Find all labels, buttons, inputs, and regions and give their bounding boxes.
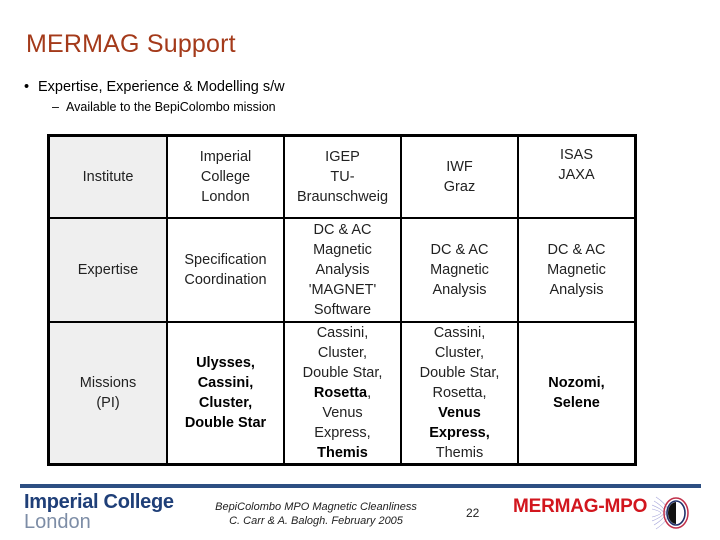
mission-line: Themis — [435, 445, 484, 461]
row-header-institute: Institute — [47, 134, 168, 219]
footer-note: BepiColombo MPO Magnetic Cleanliness C. … — [196, 500, 436, 528]
cell-text: DC & AC Magnetic Analysis — [519, 240, 634, 300]
bullet-level1: • Expertise, Experience & Modelling s/w — [24, 79, 285, 95]
cell-line: Magnetic — [547, 262, 606, 278]
page-number: 22 — [466, 506, 480, 520]
row-header-missions: Missions (PI) — [47, 321, 168, 466]
mission-line: Themis — [317, 445, 368, 461]
mission-line: Rosetta, — [313, 385, 372, 401]
cell-line: ISAS — [559, 147, 594, 163]
cell-text: Imperial College London — [168, 147, 283, 207]
cell-missions: Nozomi, Selene — [517, 321, 637, 466]
cell-missions: Cassini, Cluster, Double Star, Rosetta, Venu… — [283, 321, 402, 466]
mission-line: Cluster, — [198, 395, 253, 411]
cell-expertise: Specification Coordination — [166, 217, 285, 323]
mission-line: Double Star — [184, 415, 267, 431]
cell-line: College — [200, 169, 251, 185]
bullet-marker: • — [24, 79, 30, 95]
cell-line: Analysis — [432, 282, 487, 298]
footer-note-line2: C. Carr & A. Balogh. February 2005 — [229, 515, 403, 527]
cell-line: Specification — [184, 252, 267, 268]
cell-line: IGEP — [325, 149, 360, 165]
cell-institute: IGEP TU- Braunschweig — [283, 134, 402, 219]
mission-line: Cluster, — [317, 345, 368, 361]
table-row-institute: Institute Imperial College London IGEP TU- B… — [47, 134, 637, 219]
cell-text: DC & AC Magnetic Analysis 'MAGNET' Software — [285, 220, 400, 320]
cell-institute: ISAS JAXA — [517, 134, 637, 219]
imperial-college-logo: Imperial College London — [24, 492, 174, 532]
cell-line: IWF — [446, 159, 473, 175]
cell-line: Coordination — [184, 272, 267, 288]
mission-line: Selene — [553, 395, 600, 411]
institutes-table: Institute Imperial College London IGEP TU- B… — [47, 134, 637, 466]
mission-line: Cassini, — [316, 325, 369, 341]
logo-line1: Imperial College — [24, 491, 174, 513]
cell-text: Specification Coordination — [168, 250, 283, 290]
row-header-text: Missions — [79, 375, 137, 391]
cell-line: Graz — [443, 179, 476, 195]
cell-line: Magnetic — [313, 242, 372, 258]
mission-line: Cassini, — [433, 325, 486, 341]
row-header-expertise: Expertise — [47, 217, 168, 323]
mission-line: Double Star, — [302, 365, 383, 381]
row-header-text: (PI) — [96, 395, 120, 411]
cell-expertise: DC & AC Magnetic Analysis — [400, 217, 519, 323]
logo-line2: London — [24, 511, 91, 533]
mission-line: Venus — [322, 405, 363, 421]
cell-line: Software — [313, 302, 372, 318]
cell-line: Analysis — [315, 262, 370, 278]
mission-line: Double Star, — [419, 365, 500, 381]
bullet-text: Expertise, Experience & Modelling s/w — [38, 79, 285, 95]
cell-expertise: DC & AC Magnetic Analysis — [517, 217, 637, 323]
cell-text: DC & AC Magnetic Analysis — [402, 240, 517, 300]
cell-line: DC & AC — [430, 242, 489, 258]
cell-text: ISAS JAXA — [519, 145, 634, 185]
magnetometer-emblem-icon — [651, 493, 692, 538]
cell-line: JAXA — [558, 167, 595, 183]
table-row-expertise: Expertise Specification Coordination DC &… — [47, 217, 637, 323]
cell-text: IGEP TU- Braunschweig — [285, 147, 400, 207]
cell-institute: IWF Graz — [400, 134, 519, 219]
mission-line: Express, — [429, 425, 490, 441]
cell-line: Imperial — [199, 149, 252, 165]
mission-line: Rosetta, — [432, 385, 487, 401]
row-header-text: Expertise — [77, 262, 139, 278]
cell-line: London — [201, 189, 250, 205]
cell-expertise: DC & AC Magnetic Analysis 'MAGNET' Software — [283, 217, 402, 323]
cell-line: DC & AC — [547, 242, 606, 258]
bullet-text: Available to the BepiColombo mission — [66, 100, 276, 114]
row-header-text: Institute — [82, 169, 134, 185]
cell-line: DC & AC — [313, 222, 372, 238]
footer-note-line1: BepiColombo MPO Magnetic Cleanliness — [215, 501, 417, 513]
cell-line: Magnetic — [430, 262, 489, 278]
table-row-missions: Missions (PI) Ulysses, Cassini, Cluster, Dou… — [47, 321, 637, 466]
cell-institute: Imperial College London — [166, 134, 285, 219]
mermag-mpo-logo: MERMAG-MPO — [513, 496, 648, 517]
mission-line: Nozomi, — [548, 375, 605, 391]
cell-missions: Cassini, Cluster, Double Star, Rosetta, Venu… — [400, 321, 519, 466]
mission-line: Express, — [314, 425, 371, 441]
cell-line: 'MAGNET' — [308, 282, 377, 298]
cell-missions: Ulysses, Cassini, Cluster, Double Star — [166, 321, 285, 466]
bullet-level2: – Available to the BepiColombo mission — [52, 100, 276, 114]
mission-line: Cluster, — [434, 345, 485, 361]
cell-text: IWF Graz — [402, 157, 517, 197]
bullet-marker: – — [52, 100, 59, 114]
mission-line: Venus — [438, 405, 481, 421]
footer-divider — [20, 484, 701, 488]
cell-line: Analysis — [549, 282, 604, 298]
cell-line: TU- — [330, 169, 355, 185]
cell-line: Braunschweig — [296, 189, 389, 205]
mission-line: Cassini, — [197, 375, 254, 391]
slide-title: MERMAG Support — [26, 30, 236, 58]
mission-line: Ulysses, — [196, 355, 255, 371]
